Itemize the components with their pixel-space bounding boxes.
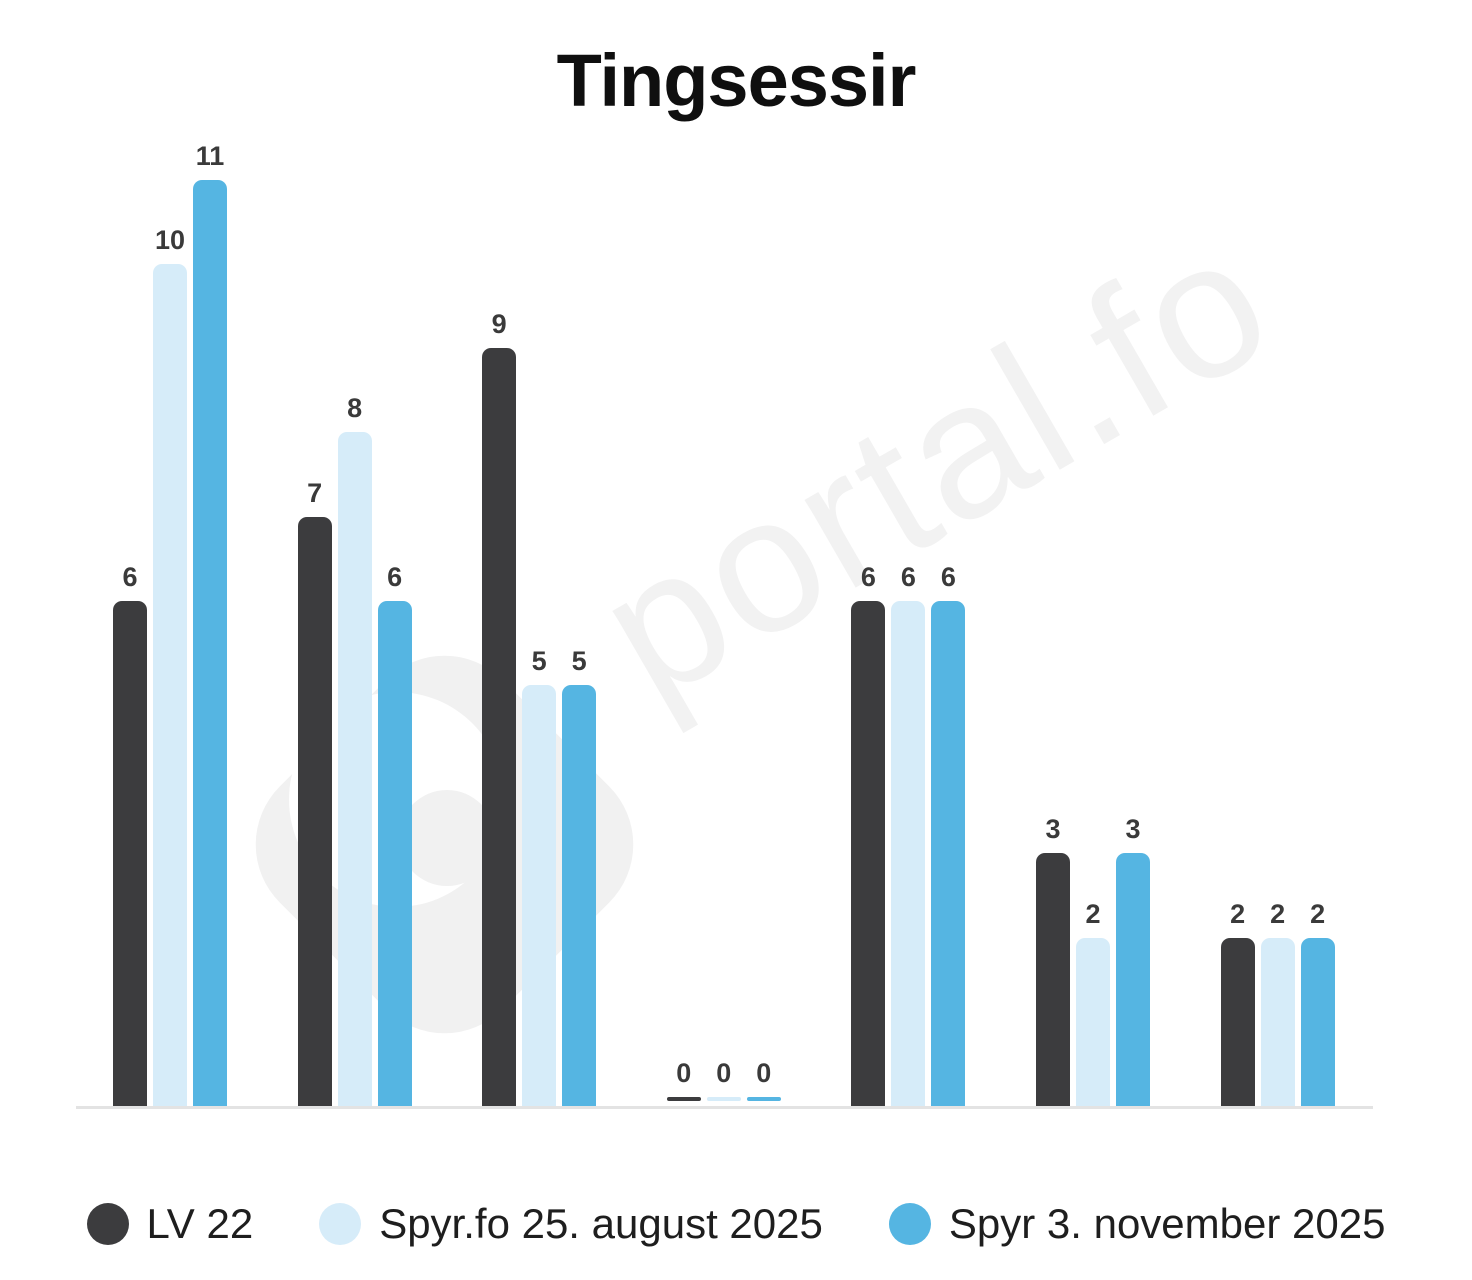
bar-value-label: 5 — [571, 646, 587, 676]
bar-series1-group2 — [522, 685, 557, 1106]
bar-series0-group3 — [666, 1097, 701, 1101]
bar-value-label: 9 — [491, 309, 507, 340]
legend-item-spyrfo-25-august-2025[interactable]: Spyr.fo 25. august 2025 — [319, 1200, 823, 1248]
bar-value-label: 0 — [756, 1058, 772, 1088]
bar-series0-group2 — [482, 348, 517, 1106]
bar-series1-group1 — [337, 432, 372, 1106]
bar-series2-group5 — [1116, 853, 1150, 1106]
legend-item-spyr-3-november-2025[interactable]: Spyr 3. november 2025 — [888, 1200, 1386, 1248]
bar-series2-group1 — [377, 600, 412, 1106]
bar-series0-group6 — [1220, 937, 1255, 1106]
bar-value-label: 6 — [122, 561, 138, 592]
bar-series2-group4 — [931, 600, 966, 1106]
x-axis-line — [76, 1106, 1373, 1109]
bar-value-label: 3 — [1045, 814, 1061, 845]
bar-series2-group0 — [193, 179, 227, 1106]
legend-swatch-icon — [319, 1203, 362, 1245]
bar-value-label: 8 — [347, 393, 363, 424]
bar-value-label: 6 — [900, 561, 916, 592]
bar-value-label: 10 — [154, 225, 186, 255]
bar-value-label: 6 — [860, 561, 876, 592]
portal-logo-watermark-dot — [399, 790, 495, 886]
bar-series1-group0 — [153, 264, 187, 1106]
bar-value-label: 2 — [1085, 898, 1101, 929]
bar-series2-group2 — [562, 685, 597, 1106]
bar-series1-group5 — [1076, 937, 1110, 1106]
bar-value-label: 2 — [1230, 898, 1246, 929]
bar-value-label: 3 — [1125, 814, 1141, 845]
bar-value-label: 7 — [307, 477, 323, 508]
legend-label: Spyr 3. november 2025 — [948, 1200, 1386, 1247]
bar-value-label: 11 — [195, 140, 225, 171]
bar-value-label: 2 — [1310, 898, 1326, 929]
bar-series0-group4 — [851, 600, 886, 1106]
bar-series0-group5 — [1036, 853, 1070, 1106]
legend: LV 22 Spyr.fo 25. august 2025 Spyr 3. no… — [0, 1200, 1472, 1248]
bar-series0-group1 — [297, 516, 332, 1106]
bar-value-label: 0 — [716, 1058, 732, 1088]
bar-value-label: 0 — [676, 1058, 692, 1088]
bar-series1-group4 — [891, 600, 926, 1106]
bar-value-label: 6 — [387, 561, 403, 592]
bar-series1-group3 — [706, 1097, 741, 1101]
legend-swatch-icon — [86, 1203, 129, 1245]
bar-series2-group3 — [746, 1097, 781, 1101]
bar-value-label: 6 — [940, 561, 956, 592]
bar-series2-group6 — [1300, 937, 1335, 1106]
legend-label: LV 22 — [146, 1200, 254, 1247]
bar-series0-group0 — [113, 600, 147, 1106]
legend-item-lv-22[interactable]: LV 22 — [86, 1200, 254, 1248]
bar-value-label: 5 — [531, 646, 547, 676]
bar-series1-group6 — [1260, 937, 1295, 1106]
legend-swatch-icon — [888, 1203, 931, 1245]
legend-label: Spyr.fo 25. august 2025 — [379, 1200, 823, 1247]
chart-title: Tingsessir — [556, 39, 917, 122]
bar-value-label: 2 — [1270, 898, 1286, 929]
